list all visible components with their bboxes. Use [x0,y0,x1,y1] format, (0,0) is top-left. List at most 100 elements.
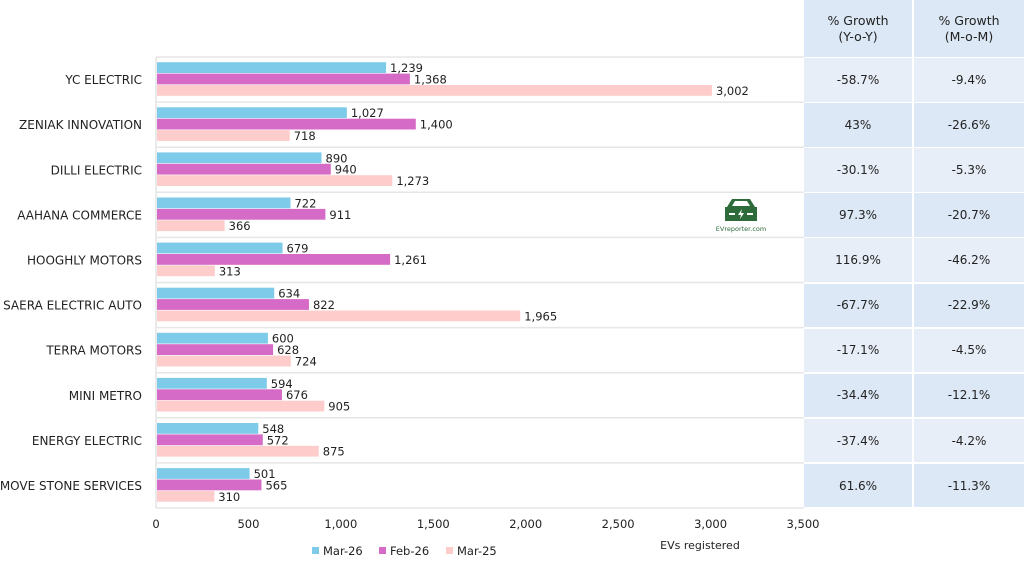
growth-mom-cell: -4.2% [914,418,1024,463]
legend-label: Mar-26 [323,544,363,558]
x-tick-label: 3,500 [787,517,820,531]
x-tick-label: 2,500 [602,517,635,531]
x-tick-label: 2,000 [509,517,542,531]
bar-feb-26 [157,118,416,130]
growth-yoy-cell: 116.9% [804,238,912,282]
growth-mom-cell: -11.3% [914,463,1024,508]
bar-mar-26 [157,332,268,344]
bar-mar-25 [157,445,319,457]
bar-mar-26 [157,423,259,434]
growth-mom-cell: -22.9% [914,283,1024,328]
data-label: 3,002 [716,84,749,98]
bar-mar-26 [157,107,347,119]
data-label: 822 [313,298,335,312]
x-tick-label: 3,000 [694,517,727,531]
bar-feb-26 [157,163,331,175]
data-label: 1,368 [414,73,447,87]
bar-feb-26 [157,344,274,355]
header-yoy-line1: % Growth [827,12,889,28]
x-tick-label: 500 [237,517,259,531]
data-label: 1,027 [351,106,384,120]
bar-mar-26 [157,197,291,209]
data-label: 911 [329,208,351,222]
growth-yoy-cell: -17.1% [804,328,912,373]
bar-mar-26 [157,287,275,299]
data-label: 310 [218,490,240,504]
growth-mom-cell: -20.7% [914,193,1024,237]
bar-mar-26 [157,152,322,164]
bar-mar-25 [157,85,712,96]
data-label: 679 [287,242,309,256]
growth-yoy-cell: -37.4% [804,418,912,463]
growth-mom-cell: -26.6% [914,103,1024,147]
header-mom-line1: % Growth [938,12,1000,28]
category-label: DILLI ELECTRIC [51,163,142,177]
data-label: 366 [229,219,251,233]
header-mom: % Growth (M-o-M) [914,0,1024,57]
legend-label: Mar-25 [457,544,497,558]
evreporter-logo-icon [725,199,757,221]
bar-feb-26 [157,73,410,85]
data-label: 905 [328,400,350,414]
data-label: 875 [323,445,345,459]
data-label: 724 [295,355,317,369]
header-yoy-line2: (Y-o-Y) [838,28,878,44]
bar-mar-26 [157,377,267,389]
data-label: 1,400 [420,118,453,132]
bar-mar-26 [157,468,250,479]
data-label: 722 [294,196,316,210]
bar-mar-26 [157,242,283,254]
data-label: 1,239 [390,61,423,75]
bar-feb-26 [157,208,326,220]
category-label: SAERA ELECTRIC AUTO [3,299,142,313]
growth-table: % Growth (Y-o-Y) % Growth (M-o-M) -58.7% -9… [804,0,1024,510]
bar-mar-25 [157,130,290,141]
growth-yoy-cell: 61.6% [804,463,912,508]
data-label: 634 [278,287,300,301]
bar-mar-25 [157,355,291,367]
bar-mar-25 [157,490,215,502]
category-label: ZENIAK INNOVATION [19,118,142,132]
growth-yoy-cell: -34.4% [804,373,912,418]
bar-mar-26 [157,62,387,73]
data-label: 565 [265,478,287,492]
growth-yoy-cell: 97.3% [804,193,912,237]
legend-label: Feb-26 [390,544,429,558]
data-label: 718 [294,129,316,143]
bar-mar-25 [157,175,393,186]
growth-mom-cell: -12.1% [914,373,1024,418]
bar-feb-26 [157,254,391,265]
growth-yoy-cell: 43% [804,103,912,147]
data-label: 1,261 [394,253,427,267]
watermark-text: EVreporter.com [716,225,766,233]
growth-yoy-cell: -58.7% [804,58,912,102]
data-label: 1,273 [396,174,429,188]
category-label: MOVE STONE SERVICES [0,479,142,493]
header-yoy: % Growth (Y-o-Y) [804,0,912,57]
bar-mar-25 [157,265,215,277]
legend-swatch-mar-26 [312,547,319,554]
growth-mom-cell: -4.5% [914,328,1024,373]
legend-swatch-mar-25 [446,547,453,554]
x-tick-label: 1,500 [417,517,450,531]
bar-feb-26 [157,389,282,401]
x-tick-label: 1,000 [324,517,357,531]
growth-yoy-cell: -30.1% [804,148,912,192]
bar-mar-25 [157,310,521,322]
data-label: 940 [335,163,357,177]
bar-mar-25 [157,400,325,412]
data-label: 600 [272,332,294,346]
growth-mom-cell: -9.4% [914,58,1024,102]
data-label: 548 [262,422,284,436]
bar-mar-25 [157,220,225,232]
bar-feb-26 [157,479,262,491]
header-mom-line2: (M-o-M) [944,28,994,44]
growth-mom-cell: -5.3% [914,148,1024,192]
data-label: 313 [219,264,241,278]
legend-swatch-feb-26 [379,547,386,554]
data-label: 572 [267,433,289,447]
growth-yoy-cell: -67.7% [804,283,912,328]
data-label: 594 [271,377,293,391]
data-label: 501 [254,467,276,481]
x-axis-title: EVs registered [660,539,740,552]
